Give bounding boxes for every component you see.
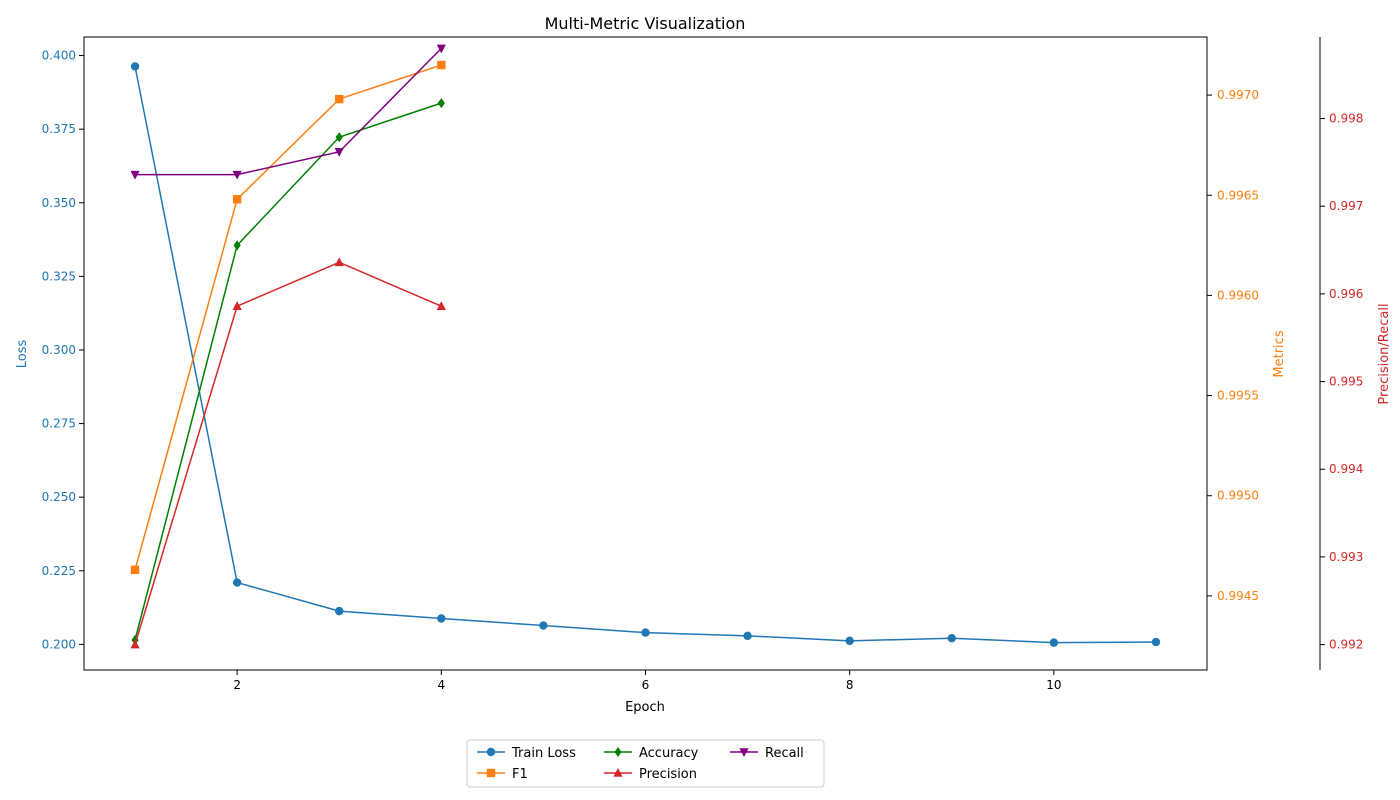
precision-point xyxy=(232,301,242,310)
accuracy-point xyxy=(335,132,343,143)
legend-item-recall: Recall xyxy=(730,746,804,761)
train-loss-point xyxy=(437,614,446,623)
legend-label: Recall xyxy=(765,746,804,761)
x-tick-label: 4 xyxy=(437,678,445,692)
recall-series xyxy=(130,44,446,180)
loss-tick-label: 0.250 xyxy=(42,490,76,504)
precision-point xyxy=(334,257,344,267)
loss-tick-label: 0.225 xyxy=(42,564,76,578)
train-loss-point xyxy=(1049,638,1059,647)
legend-item-f1: F1 xyxy=(477,767,528,782)
accuracy-line xyxy=(134,102,442,641)
accuracy-series xyxy=(131,98,445,645)
train-loss-point xyxy=(130,62,140,71)
loss-tick-label: 0.350 xyxy=(42,196,76,210)
metrics-tick-label: 0.9955 xyxy=(1217,389,1259,403)
metrics-tick-label: 0.9960 xyxy=(1217,288,1259,302)
metrics-tick-label: 0.9965 xyxy=(1217,188,1259,202)
precision-recall-tick-label: 0.998 xyxy=(1329,112,1363,126)
x-axis-label: Epoch xyxy=(625,700,665,715)
precision-recall-tick-label: 0.993 xyxy=(1329,550,1363,564)
legend-swatch-marker xyxy=(614,747,622,757)
train-loss-point xyxy=(1151,637,1161,647)
loss-tick-label: 0.400 xyxy=(42,49,76,63)
metrics-tick-label: 0.9950 xyxy=(1217,489,1259,503)
precision-recall-axis-label: Precision/Recall xyxy=(1377,303,1392,404)
recall-point xyxy=(232,170,242,180)
legend-swatch-marker xyxy=(613,768,623,777)
metrics-axis-label: Metrics xyxy=(1272,330,1287,377)
precision-recall-tick-label: 0.995 xyxy=(1329,375,1363,389)
precision-series xyxy=(130,257,446,649)
legend: Train Loss F1 Accuracy Precision Recall xyxy=(466,739,825,788)
recall-line xyxy=(135,47,442,176)
recall-point xyxy=(334,148,344,157)
precision-point xyxy=(436,301,446,310)
legend-swatch-marker xyxy=(486,768,496,778)
legend-label: F1 xyxy=(512,767,528,782)
loss-tick-label: 0.300 xyxy=(42,343,76,357)
legend-item-accuracy: Accuracy xyxy=(604,746,699,761)
train-loss-point xyxy=(539,621,548,630)
loss-tick-label: 0.275 xyxy=(42,417,76,431)
metrics-tick-label: 0.9970 xyxy=(1217,88,1259,102)
metrics-tick-label: 0.9945 xyxy=(1217,589,1259,603)
f1-point xyxy=(437,60,446,70)
legend-label: Accuracy xyxy=(639,746,699,761)
x-tick-label: 6 xyxy=(642,678,650,692)
legend-item-precision: Precision xyxy=(604,767,697,782)
loss-tick-label: 0.375 xyxy=(42,122,76,136)
train-loss-point xyxy=(335,606,344,616)
accuracy-point xyxy=(437,98,445,109)
train-loss-point xyxy=(232,578,242,587)
x-tick-label: 10 xyxy=(1046,678,1061,692)
train-loss-point xyxy=(743,631,752,641)
f1-point xyxy=(335,94,344,104)
f1-point xyxy=(130,565,140,575)
precision-recall-tick-label: 0.992 xyxy=(1329,638,1363,652)
f1-point xyxy=(232,195,242,204)
precision-point xyxy=(130,639,140,649)
train-loss-line xyxy=(134,66,1156,644)
f1-series xyxy=(130,60,446,575)
loss-tick-label: 0.325 xyxy=(42,269,76,283)
recall-point xyxy=(436,44,446,54)
legend-swatch-marker xyxy=(739,748,749,757)
legend-swatch-marker xyxy=(486,747,496,757)
accuracy-point xyxy=(233,240,241,251)
chart-title: Multi-Metric Visualization xyxy=(545,14,746,33)
precision-line xyxy=(134,261,442,645)
train-loss-point xyxy=(947,634,956,643)
legend-label: Train Loss xyxy=(511,746,576,761)
legend-item-train-loss: Train Loss xyxy=(477,746,576,761)
f1-line xyxy=(134,64,442,571)
x-tick-label: 2 xyxy=(233,678,241,692)
loss-tick-label: 0.200 xyxy=(42,637,76,651)
precision-recall-tick-label: 0.997 xyxy=(1329,199,1363,213)
legend-label: Precision xyxy=(639,767,697,782)
train-loss-series xyxy=(130,62,1161,647)
plot-frame xyxy=(83,36,1208,671)
recall-point xyxy=(130,170,140,180)
train-loss-point xyxy=(641,628,650,637)
train-loss-point xyxy=(845,636,854,646)
precision-recall-tick-label: 0.994 xyxy=(1329,462,1363,476)
x-tick-label: 8 xyxy=(846,678,854,692)
loss-axis-label: Loss xyxy=(15,340,30,369)
precision-recall-tick-label: 0.996 xyxy=(1329,287,1363,301)
